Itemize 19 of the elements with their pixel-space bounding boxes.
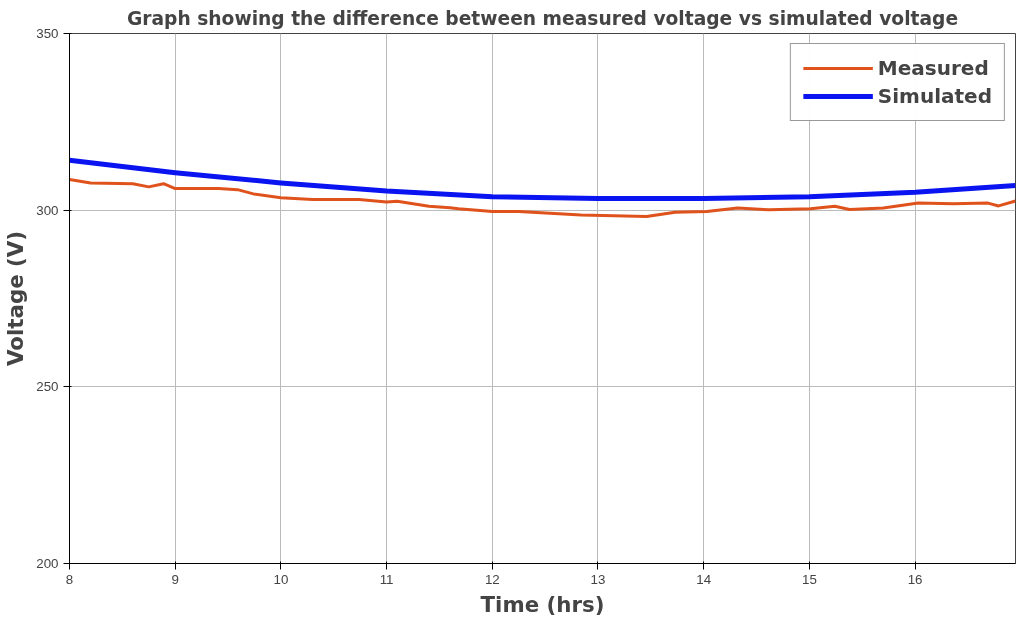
x-tick-label: 12 [484, 571, 500, 587]
x-tick-label: 8 [65, 571, 74, 587]
x-tick-label: 10 [273, 571, 289, 587]
y-tick-label: 300 [36, 202, 59, 218]
legend-label: Measured [877, 56, 989, 80]
line-series [69, 177, 1016, 219]
x-tick-label: 9 [171, 571, 179, 587]
y-axis-title: Voltage (V) [3, 230, 29, 367]
x-tick-label: 16 [907, 571, 923, 587]
x-tick-label: 13 [590, 571, 606, 587]
x-axis-title: Time (hrs) [480, 591, 605, 617]
y-tick-label: 250 [36, 379, 59, 395]
legend-label: Simulated [877, 84, 992, 108]
chart-title: Graph showing the difference between measured voltage vs simulated voltage [126, 7, 959, 29]
x-tick-label: 14 [696, 571, 712, 587]
y-tick-label: 200 [36, 556, 59, 571]
x-tick-label: 11 [379, 571, 394, 587]
x-tick-label: 15 [801, 571, 817, 587]
y-tick-label: 350 [36, 26, 59, 41]
